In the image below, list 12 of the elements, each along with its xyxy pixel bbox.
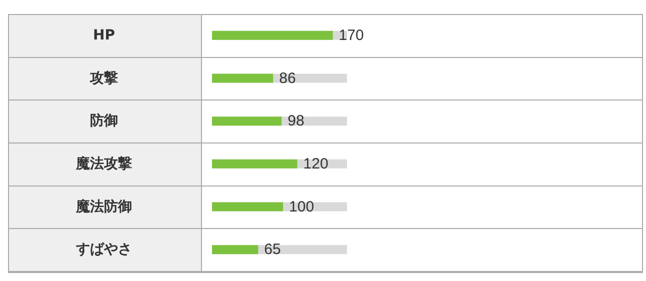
y-tick-label: 攻撃 [89, 70, 118, 86]
data-label: 100 [289, 198, 314, 216]
y-tick-label: すばやさ [75, 242, 132, 258]
data-label: 170 [338, 26, 364, 44]
y-tick-label: 魔法攻撃 [75, 154, 132, 172]
y-tick-label: 防御 [90, 112, 118, 130]
data-label: 120 [303, 155, 328, 172]
data-label: 65 [264, 241, 281, 258]
data-label: 86 [279, 70, 296, 87]
y-tick-label: HP [93, 27, 115, 44]
y-tick-label: 魔法防御 [75, 198, 132, 215]
data-label: 98 [288, 112, 304, 130]
